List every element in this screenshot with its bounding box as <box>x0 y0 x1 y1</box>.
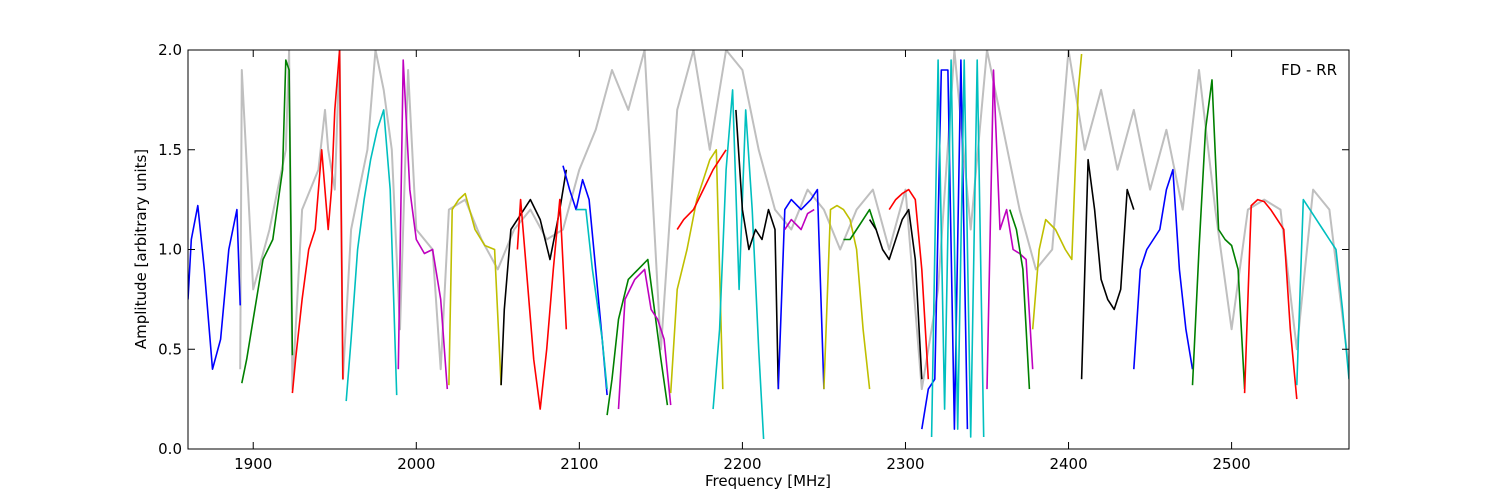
series-line-23 <box>921 59 969 430</box>
y-axis-title: Amplitude [arbitrary units] <box>132 149 150 349</box>
plot-frame <box>187 49 1350 450</box>
series-line-4 <box>345 109 398 402</box>
series-line-24 <box>930 59 985 438</box>
series-line-26 <box>1009 209 1031 390</box>
y-tick-label: 2.0 <box>158 41 182 59</box>
chart-annotation: FD - RR <box>1281 61 1337 79</box>
x-tick-label: 2300 <box>886 455 924 473</box>
x-tick-label: 1900 <box>234 455 272 473</box>
plot-area <box>188 50 1349 449</box>
axes-group: 1900 2000 2100 2200 2300 2400 2500 0.0 0.5 1.0 1.5… <box>158 41 1349 473</box>
x-tick-label: 2100 <box>560 455 598 473</box>
series-line-5 <box>397 59 449 390</box>
series-line-11 <box>606 258 669 416</box>
series-line-2 <box>241 59 294 384</box>
series-line-17 <box>777 188 825 390</box>
series-line-27 <box>1031 53 1083 330</box>
background-series-line <box>239 50 1349 391</box>
series-line-8 <box>516 198 568 410</box>
series-line-13 <box>669 149 724 394</box>
series-line-29 <box>1133 168 1194 370</box>
y-tick-label: 1.0 <box>158 241 182 259</box>
x-tick-label: 2400 <box>1049 455 1087 473</box>
series-line-16 <box>735 109 780 390</box>
series-line-20 <box>843 208 877 241</box>
series-line-15 <box>712 89 765 440</box>
series-line-21 <box>868 208 923 380</box>
series-line-3 <box>291 50 344 394</box>
x-tick-label: 2000 <box>397 455 435 473</box>
series-line-31 <box>1243 198 1298 400</box>
series-line-18 <box>784 208 815 231</box>
series-line-30 <box>1191 79 1246 390</box>
series-line-6 <box>448 192 502 386</box>
series-line-1 <box>188 204 241 370</box>
series-line-28 <box>1080 158 1135 380</box>
series-line-14 <box>676 149 727 230</box>
y-tick-label: 1.5 <box>158 141 182 159</box>
series-line-7 <box>500 169 568 386</box>
series-group <box>188 50 1349 440</box>
y-tick-label: 0.0 <box>158 440 182 458</box>
x-tick-label: 2500 <box>1213 455 1251 473</box>
series-line-22 <box>888 188 930 380</box>
series-line-32 <box>1296 198 1349 386</box>
series-line-12 <box>617 268 672 410</box>
x-tick-label: 2200 <box>723 455 761 473</box>
x-axis-title: Frequency [MHz] <box>705 472 831 490</box>
series-line-25 <box>986 69 1034 390</box>
series-line-10 <box>576 208 608 390</box>
series-line-19 <box>823 204 871 390</box>
y-tick-label: 0.5 <box>158 340 182 358</box>
